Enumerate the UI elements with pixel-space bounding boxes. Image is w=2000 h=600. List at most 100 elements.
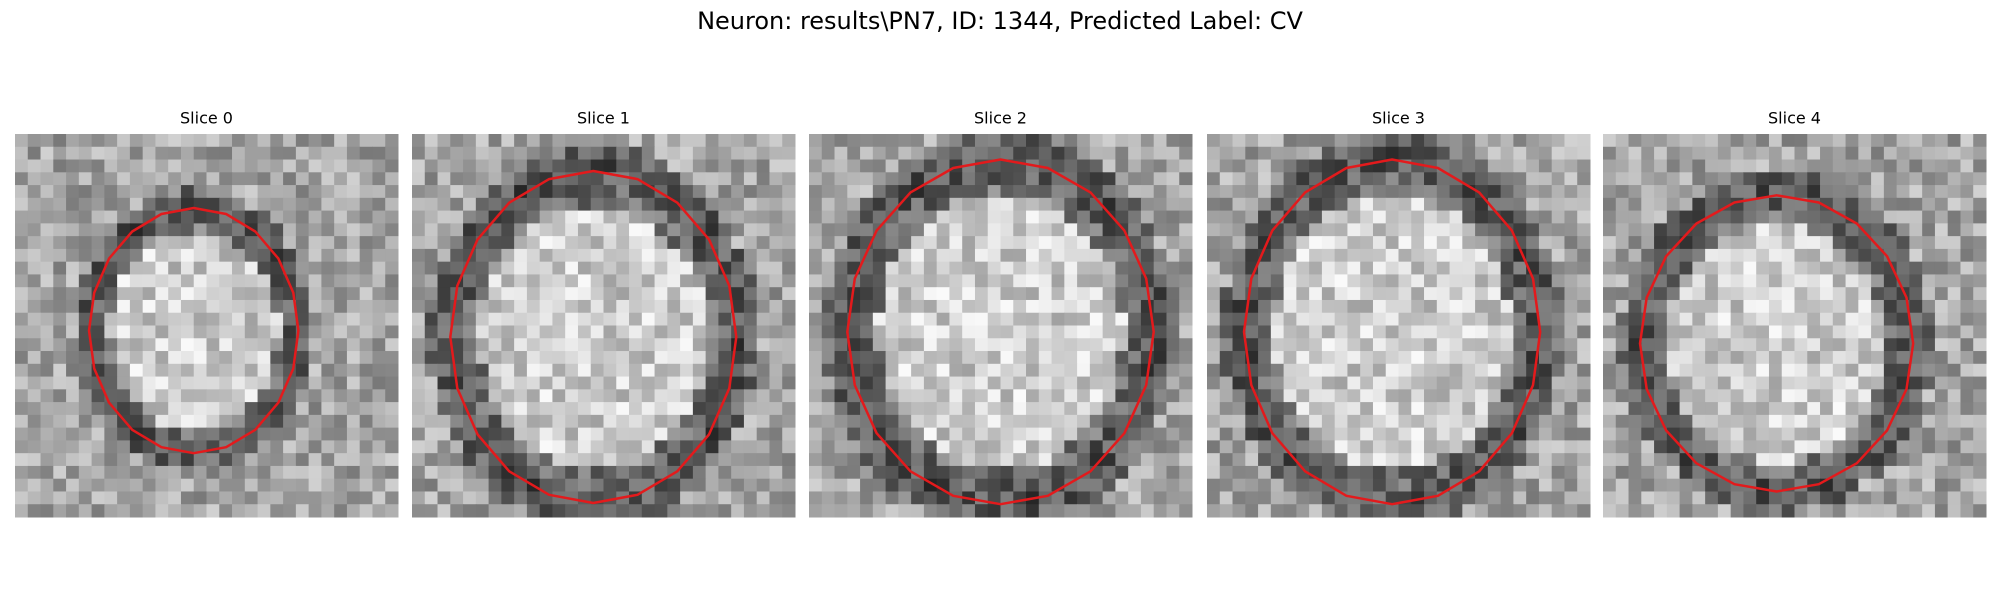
pixel: [1207, 453, 1221, 467]
pixel: [692, 376, 707, 390]
pixel: [53, 134, 67, 148]
pixel: [1564, 504, 1578, 518]
pixel: [1038, 325, 1053, 339]
pixel: [1960, 146, 1974, 161]
pixel: [104, 504, 118, 518]
pixel: [1513, 453, 1527, 467]
pixel: [1487, 223, 1502, 237]
pixel: [629, 478, 643, 492]
pixel: [782, 376, 796, 390]
pixel: [743, 363, 758, 378]
pixel: [1756, 453, 1770, 467]
pixel: [437, 223, 451, 237]
pixel: [206, 389, 220, 403]
pixel: [450, 299, 464, 314]
pixel: [641, 427, 656, 441]
pixel: [782, 210, 796, 224]
pixel: [756, 453, 770, 467]
pixel: [1219, 478, 1234, 492]
pixel: [1577, 465, 1591, 480]
pixel: [809, 504, 823, 518]
pixel: [1909, 197, 1923, 212]
pixel: [488, 287, 502, 301]
pixel: [321, 287, 335, 301]
pixel: [1513, 197, 1527, 212]
pixel: [78, 478, 93, 492]
pixel: [1000, 261, 1014, 275]
pixel: [1832, 287, 1847, 301]
pixel: [1934, 223, 1949, 237]
pixel: [1077, 312, 1091, 326]
pixel: [1140, 478, 1155, 492]
pixel: [1270, 465, 1285, 480]
pixel: [1705, 491, 1719, 505]
pixel: [155, 325, 169, 339]
pixel: [769, 376, 783, 390]
pixel: [1270, 351, 1285, 365]
pixel: [155, 491, 169, 505]
pixel: [1089, 351, 1104, 365]
pixel: [501, 248, 515, 263]
pixel: [692, 159, 707, 173]
pixel: [1270, 338, 1285, 352]
pixel: [962, 376, 976, 390]
pixel: [1526, 197, 1540, 212]
pixel: [1334, 504, 1348, 518]
pixel: [1064, 236, 1078, 250]
pixel: [1871, 223, 1885, 237]
pixel: [257, 376, 271, 390]
pixel: [629, 427, 643, 441]
pixel: [847, 325, 861, 339]
pixel: [155, 274, 169, 288]
pixel: [680, 210, 694, 224]
pixel: [257, 287, 271, 301]
pixel: [565, 134, 579, 148]
pixel: [1000, 402, 1014, 416]
pixel: [1475, 261, 1489, 275]
pixel: [321, 376, 335, 390]
pixel: [705, 287, 719, 301]
pixel: [898, 261, 912, 275]
pixel: [1309, 440, 1323, 454]
pixel: [1207, 363, 1221, 378]
pixel: [731, 453, 745, 467]
pixel: [488, 261, 502, 275]
pixel: [1487, 159, 1502, 173]
pixel: [475, 312, 490, 326]
pixel: [1128, 491, 1142, 505]
pixel: [1245, 414, 1259, 429]
pixel: [603, 427, 617, 441]
pixel: [1462, 427, 1476, 441]
pixel: [1628, 389, 1642, 403]
pixel: [1845, 299, 1859, 314]
pixel: [78, 159, 93, 173]
pixel: [1551, 427, 1565, 441]
pixel: [1128, 338, 1142, 352]
pixel: [1807, 248, 1821, 263]
pixel: [898, 134, 912, 148]
pixel: [1679, 287, 1693, 301]
pixel: [27, 223, 42, 237]
pixel: [1577, 248, 1591, 263]
pixel: [1232, 223, 1246, 237]
pixel: [257, 312, 271, 326]
pixel: [1807, 389, 1821, 403]
pixel: [1258, 491, 1272, 505]
pixel: [385, 287, 399, 301]
pixel: [885, 376, 899, 390]
pixel: [1385, 287, 1399, 301]
pixel: [1411, 338, 1425, 352]
pixel: [654, 325, 668, 339]
pixel: [1551, 504, 1565, 518]
pixel: [565, 248, 579, 263]
pixel: [193, 236, 207, 250]
pixel: [488, 338, 502, 352]
pixel: [1424, 440, 1438, 454]
pixel: [1538, 453, 1553, 467]
pixel: [1179, 363, 1193, 378]
pixel: [475, 325, 490, 339]
pixel: [1768, 287, 1783, 301]
pixel: [244, 146, 259, 161]
pixel: [539, 414, 553, 429]
pixel: [1641, 236, 1655, 250]
